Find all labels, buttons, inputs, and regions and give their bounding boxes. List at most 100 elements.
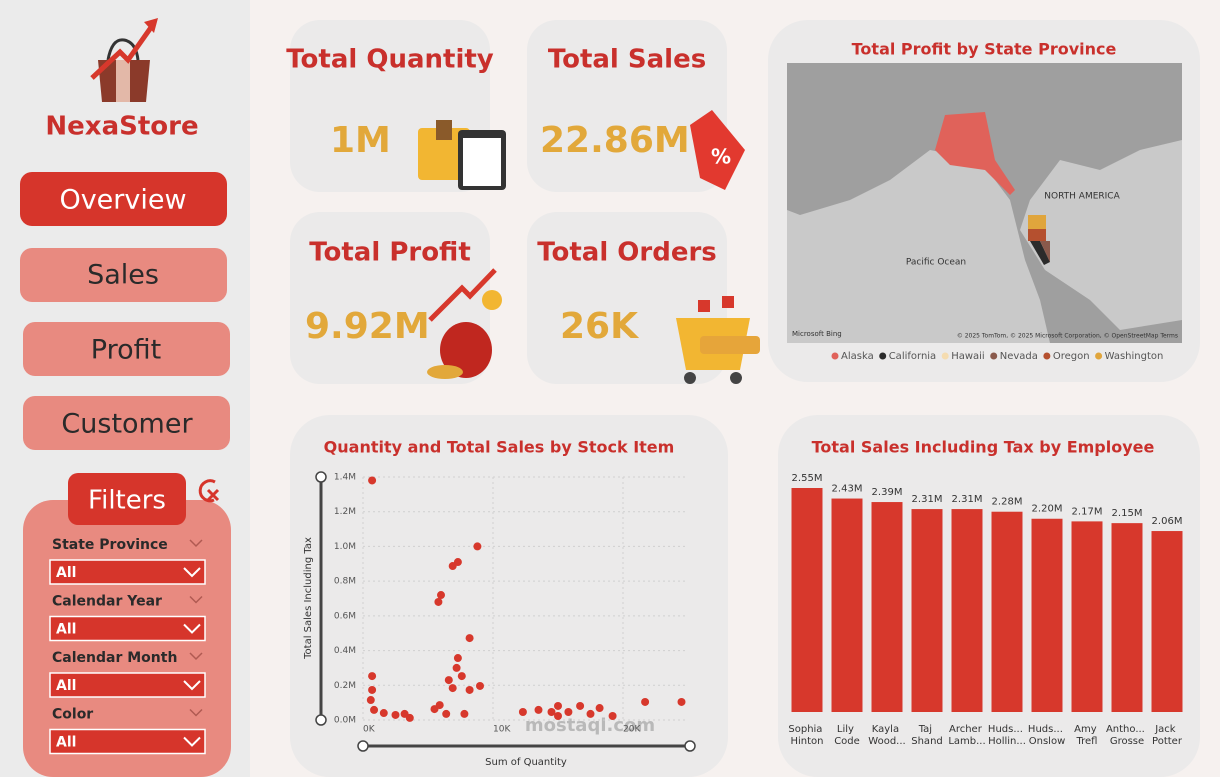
filter-dropdown[interactable] bbox=[49, 728, 206, 755]
legend-swatch bbox=[831, 352, 839, 360]
point bbox=[534, 705, 543, 714]
filter-label: Color bbox=[52, 707, 93, 723]
moneybag-icon bbox=[427, 268, 502, 379]
point bbox=[641, 697, 650, 706]
bar bbox=[791, 488, 823, 712]
nav-label[interactable]: Overview bbox=[59, 185, 186, 216]
filter-value: All bbox=[56, 622, 76, 638]
slider-handle bbox=[684, 740, 696, 752]
chart-card bbox=[290, 415, 728, 777]
point bbox=[457, 672, 466, 681]
x-tick-label: 0K bbox=[363, 725, 376, 735]
dropdown-chevron bbox=[183, 736, 201, 747]
point bbox=[405, 713, 414, 722]
dropdown-chevron bbox=[183, 623, 201, 634]
filter-dropdown[interactable] bbox=[49, 559, 206, 585]
legend-label: Nevada bbox=[1000, 351, 1038, 362]
logo bbox=[90, 18, 158, 102]
region-alaska bbox=[935, 112, 1015, 195]
nav-label[interactable]: Sales bbox=[87, 260, 159, 291]
x-axis-title: Sum of Quantity bbox=[485, 757, 567, 768]
legend-swatch bbox=[990, 352, 998, 360]
y-tick-label: 0.6M bbox=[334, 611, 356, 621]
point bbox=[518, 708, 527, 717]
x-tick-label: Huds... Hollin... bbox=[988, 724, 1026, 747]
point bbox=[368, 672, 377, 681]
data-label: 2.28M bbox=[992, 497, 1023, 508]
data-label: 2.43M bbox=[832, 484, 863, 495]
x-tick-label: Lily Code bbox=[834, 724, 860, 747]
legend-swatch bbox=[1043, 352, 1051, 360]
kpi-value: 9.92M bbox=[305, 306, 430, 347]
chart-title: Quantity and Total Sales by Stock Item bbox=[324, 438, 675, 457]
slider-handle bbox=[357, 740, 369, 752]
reset-icon[interactable] bbox=[198, 479, 220, 503]
map-title: Total Profit by State Province bbox=[852, 40, 1117, 59]
nav-button[interactable] bbox=[23, 322, 230, 376]
point bbox=[547, 708, 556, 717]
filter-label: Calendar Month bbox=[52, 650, 177, 666]
nav-button[interactable] bbox=[20, 172, 227, 226]
nav-button[interactable] bbox=[20, 248, 227, 302]
point bbox=[370, 705, 379, 714]
point bbox=[608, 712, 617, 721]
kpi-title: Total Profit bbox=[309, 238, 471, 268]
land bbox=[787, 63, 1182, 343]
tag-icon: % bbox=[690, 110, 745, 190]
brand: NexaStore bbox=[45, 112, 198, 142]
map-label: Pacific Ocean bbox=[906, 258, 966, 268]
kpi-card bbox=[527, 212, 727, 384]
box-icon bbox=[418, 120, 506, 190]
point bbox=[448, 562, 457, 571]
nav-button[interactable] bbox=[23, 396, 230, 450]
nav-label[interactable]: Customer bbox=[61, 409, 193, 440]
bar bbox=[831, 498, 863, 712]
region-washington bbox=[1028, 215, 1046, 229]
legend-label: Alaska bbox=[841, 351, 874, 362]
point bbox=[554, 701, 562, 710]
kpi-title: Total Quantity bbox=[286, 45, 494, 75]
y-tick-label: 1.4M bbox=[334, 473, 356, 483]
point bbox=[379, 709, 388, 718]
point bbox=[465, 685, 474, 694]
legend-swatch bbox=[941, 352, 949, 360]
region-california bbox=[1030, 241, 1050, 265]
filter-chevron bbox=[189, 708, 203, 717]
filter-chevron bbox=[189, 539, 203, 548]
point bbox=[452, 663, 461, 672]
y-axis-title: Total Sales Including Tax bbox=[303, 537, 314, 660]
bar bbox=[1031, 518, 1063, 712]
nav-label[interactable]: Profit bbox=[91, 335, 161, 366]
point bbox=[576, 701, 585, 710]
filter-dropdown[interactable] bbox=[49, 672, 206, 698]
bar bbox=[871, 502, 903, 712]
map-attribution: © 2025 TomTom, © 2025 Microsoft Corporat… bbox=[957, 333, 1178, 340]
bar bbox=[951, 509, 983, 712]
x-tick-label: Kayla Wood... bbox=[868, 724, 905, 747]
y-tick-label: 0.2M bbox=[334, 681, 356, 691]
chart-title: Total Sales Including Tax by Employee bbox=[812, 438, 1155, 457]
legend-swatch bbox=[879, 352, 887, 360]
point bbox=[554, 712, 562, 721]
legend-label: California bbox=[889, 351, 937, 362]
bar bbox=[911, 509, 943, 712]
filter-value: All bbox=[56, 565, 76, 581]
slider-handle bbox=[315, 471, 327, 483]
filters-button[interactable] bbox=[68, 473, 186, 525]
kpi-title: Total Sales bbox=[548, 45, 706, 75]
y-tick-label: 0.8M bbox=[334, 577, 356, 587]
point bbox=[586, 709, 595, 718]
region-oregon bbox=[1028, 229, 1046, 241]
map-brand: Microsoft Bing bbox=[792, 330, 842, 338]
filter-label: State Province bbox=[52, 537, 168, 553]
filter-dropdown[interactable] bbox=[49, 615, 206, 642]
x-tick-label: Antho... Grosse bbox=[1106, 724, 1148, 747]
kpi-value: 26K bbox=[560, 306, 639, 347]
point bbox=[437, 591, 445, 600]
y-tick-label: 1.0M bbox=[334, 542, 356, 552]
legend-swatch bbox=[1095, 352, 1103, 360]
point bbox=[368, 685, 377, 694]
x-tick-label: Huds... Onslow bbox=[1028, 724, 1066, 747]
legend-label: Oregon bbox=[1053, 351, 1090, 362]
